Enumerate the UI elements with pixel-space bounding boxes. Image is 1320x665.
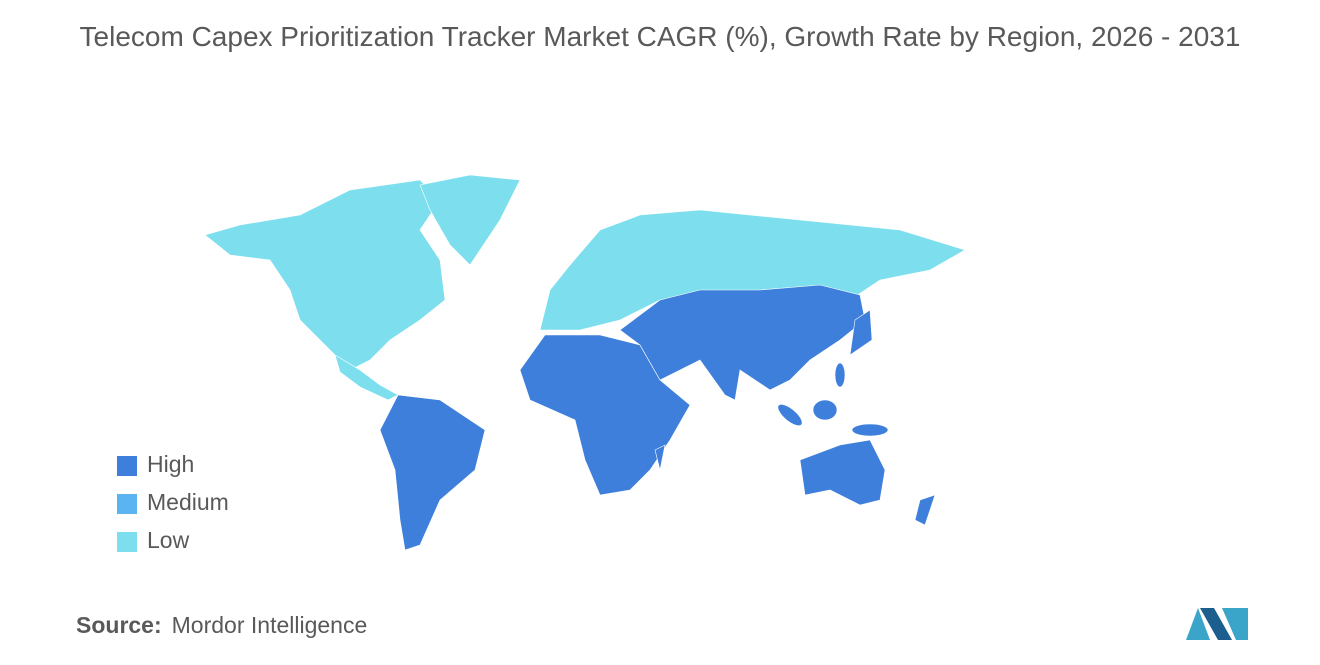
logo <box>1186 608 1248 640</box>
legend-label: High <box>147 451 194 477</box>
legend-swatch <box>117 456 137 476</box>
new-guinea <box>851 423 889 437</box>
world-map <box>204 174 966 551</box>
sumatra <box>777 404 803 426</box>
europe-russia <box>539 209 966 331</box>
south-america <box>379 394 486 551</box>
legend-label: Low <box>147 527 190 553</box>
logo-shape <box>1222 608 1248 640</box>
new-zealand <box>914 494 936 526</box>
philippines <box>834 362 846 388</box>
australia <box>799 439 886 506</box>
logo-shape <box>1200 608 1232 640</box>
asia <box>619 284 866 401</box>
legend-swatch <box>117 494 137 514</box>
north-america <box>204 179 446 371</box>
source-text: Mordor Intelligence <box>171 612 368 638</box>
logo-shape <box>1186 608 1210 640</box>
central-america <box>334 354 399 401</box>
legend-label: Medium <box>147 489 229 515</box>
japan <box>849 309 873 356</box>
source: Source: Mordor Intelligence <box>76 612 367 639</box>
greenland <box>419 174 521 266</box>
madagascar <box>654 444 666 471</box>
source-label: Source: <box>76 612 162 638</box>
legend-swatch <box>117 532 137 552</box>
borneo <box>812 399 838 421</box>
title: Telecom Capex Prioritization Tracker Mar… <box>79 21 1241 52</box>
